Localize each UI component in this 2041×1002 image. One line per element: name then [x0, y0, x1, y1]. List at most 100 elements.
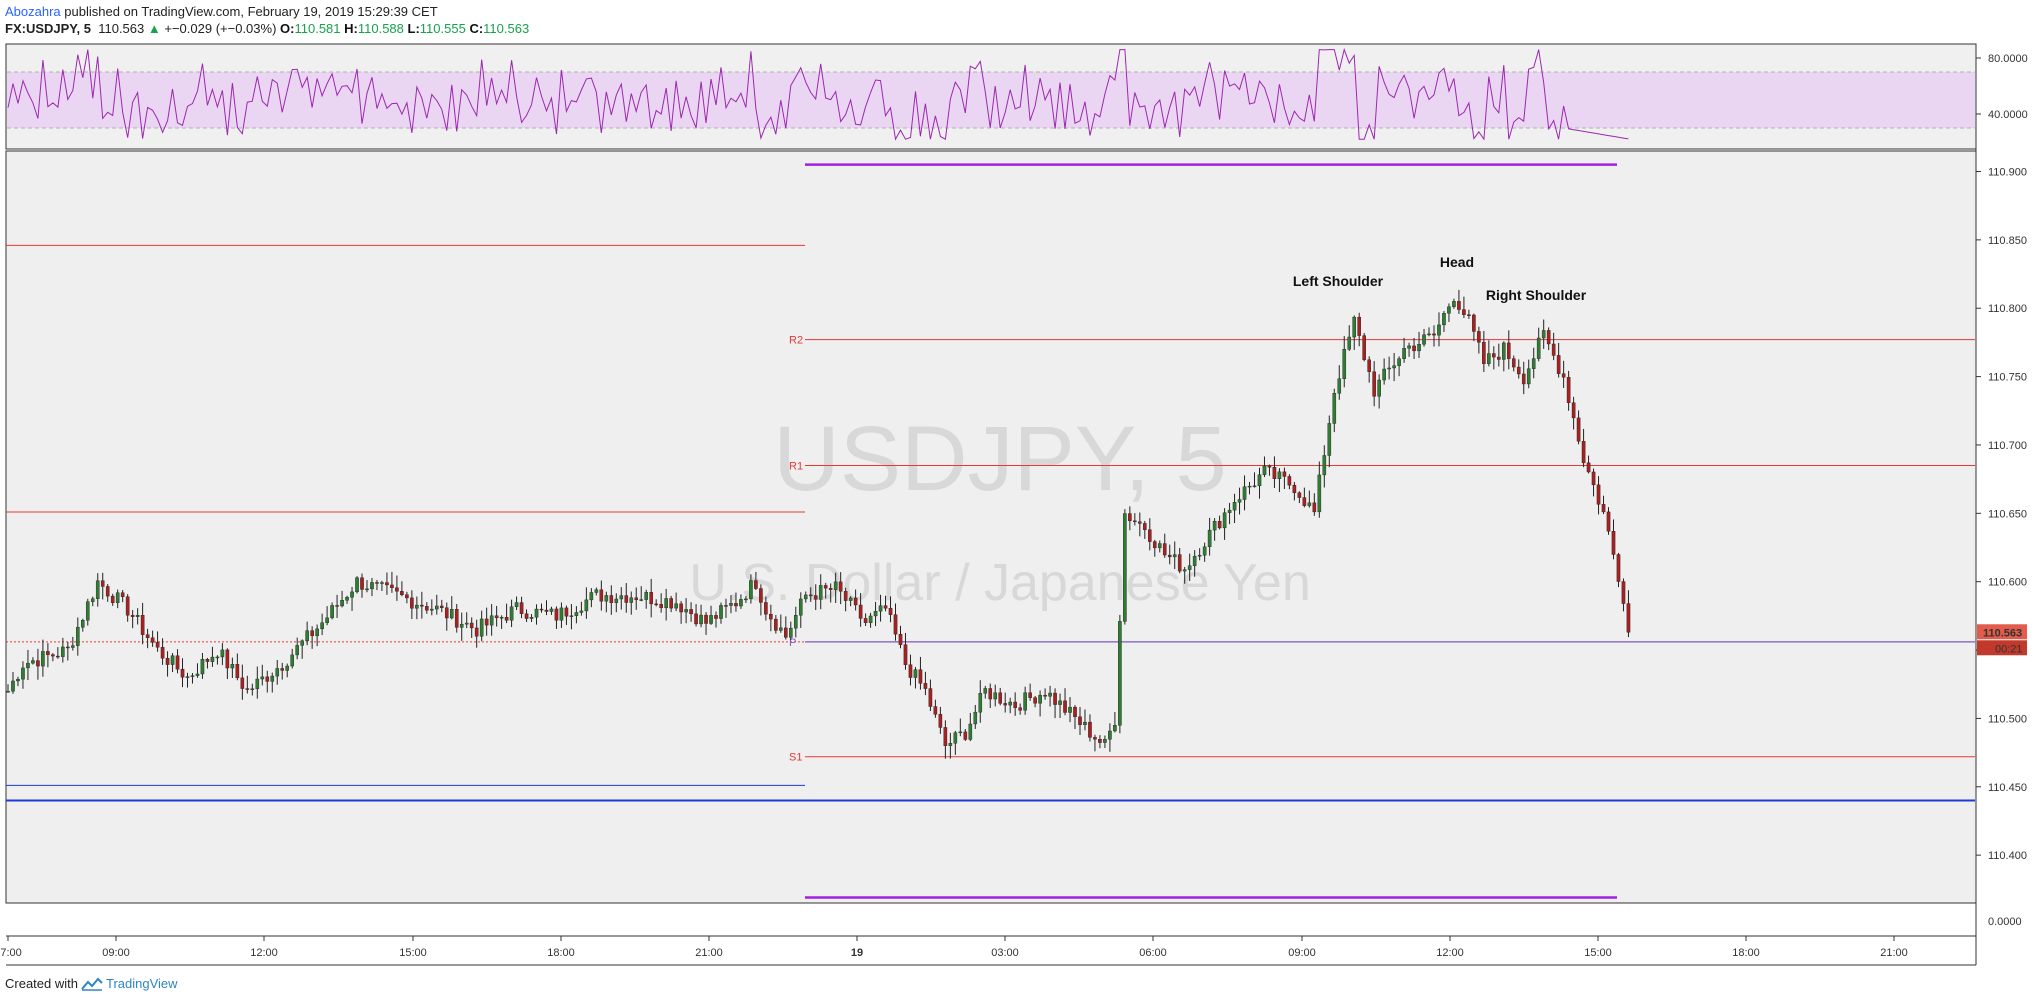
candle-body [230, 664, 235, 669]
candle-body [798, 598, 803, 616]
candle-body [943, 727, 948, 746]
candle-body [145, 634, 150, 638]
candle-body [76, 627, 80, 646]
candle-body [290, 654, 295, 667]
time-tick-label: 12:00 [250, 947, 278, 959]
candle-body [430, 608, 434, 611]
candle-body [66, 646, 70, 649]
last-price-tag [1977, 624, 2027, 640]
candle-body [644, 592, 649, 600]
price-tick-label: 110.400 [1988, 850, 2027, 862]
close-value: 110.563 [483, 21, 530, 36]
candle-body [1357, 316, 1362, 336]
candle-body [1197, 554, 1202, 557]
price-tick-label: 110.600 [1988, 577, 2027, 589]
candle-body [878, 605, 883, 612]
candle-body [1247, 485, 1252, 488]
candle-body [1053, 692, 1057, 705]
candle-body [61, 646, 65, 657]
candle-body [853, 597, 858, 606]
candle-body [1277, 471, 1282, 479]
time-tick-label: 06:00 [1139, 947, 1167, 959]
price-tick-label: 110.450 [1988, 782, 2027, 794]
candle-body [1212, 521, 1217, 531]
time-tick-label: 18:00 [1732, 947, 1760, 959]
candle-body [1123, 513, 1127, 622]
candle-body [1023, 692, 1027, 711]
candle-body [1407, 345, 1411, 349]
candle-body [1501, 342, 1506, 360]
price-axis[interactable]: 110.900 110.850 110.800 110.750 110.700 110.6… [1976, 53, 2028, 928]
candle-body [1088, 721, 1092, 738]
candle-body [1611, 530, 1616, 555]
candle-body [749, 580, 753, 600]
candle-body [420, 604, 424, 607]
candle-body [26, 662, 30, 669]
candle-body [1187, 565, 1192, 570]
candle-body [838, 581, 843, 592]
candle-body [888, 608, 893, 615]
price-tick-label: 110.500 [1988, 713, 2027, 725]
candle-body [56, 655, 60, 658]
candle-body [1561, 373, 1566, 378]
time-tick-label: 09:00 [102, 947, 130, 959]
candle-body [85, 601, 90, 621]
candle-body [350, 591, 354, 598]
time-axis[interactable]: 07:00 09:00 12:00 15:00 18:00 21:00 19 03:00 06:… [0, 936, 1908, 959]
candle-body [1003, 703, 1007, 706]
candle-body [559, 607, 564, 621]
candle-body [310, 630, 314, 637]
annotation-head: Head [1440, 254, 1474, 270]
candle-body [584, 599, 589, 612]
price-tick-label: 110.900 [1988, 167, 2027, 179]
candle-body [170, 655, 175, 665]
last-price-tag-label: 110.563 [1983, 627, 2022, 639]
candle-body [913, 669, 918, 678]
candle-body [474, 627, 479, 637]
candle-body [1227, 509, 1232, 513]
candle-body [1078, 716, 1082, 725]
candle-body [355, 577, 359, 593]
candle-body [968, 723, 973, 740]
candle-body [918, 669, 923, 684]
candle-body [1457, 301, 1461, 310]
candle-body [963, 731, 968, 740]
price-tick-label: 110.650 [1988, 508, 2027, 520]
candle-body [190, 675, 195, 677]
candle-body [1566, 377, 1571, 403]
candle-body [599, 589, 604, 602]
candle-body [808, 594, 813, 597]
candle-body [1506, 342, 1511, 359]
candle-body [704, 614, 708, 624]
open-label: O: [280, 21, 295, 36]
candle-body [659, 604, 663, 609]
candle-body [604, 595, 609, 602]
candle-body [664, 598, 668, 609]
candle-body [270, 675, 275, 682]
candle-body [1292, 484, 1297, 493]
candle-body [1113, 725, 1117, 732]
candle-body [1157, 543, 1162, 549]
candle-body [454, 609, 459, 628]
candle-body [80, 620, 85, 628]
tradingview-link[interactable]: TradingView [105, 976, 178, 991]
candle-body [395, 587, 399, 592]
candle-body [41, 651, 45, 667]
candle-body [16, 678, 20, 682]
price-pane[interactable] [5, 150, 1977, 904]
candle-body [1397, 358, 1401, 366]
candle-body [883, 605, 888, 609]
author-name[interactable]: Abozahra [5, 4, 61, 19]
candle-body [1511, 358, 1516, 368]
time-tick-label: 03:00 [991, 947, 1019, 959]
candle-body [185, 676, 190, 678]
countdown-tag [1977, 640, 2027, 656]
candle-body [1322, 455, 1327, 476]
candle-body [1177, 554, 1182, 572]
candle-body [1282, 471, 1287, 477]
time-tick-label: 09:00 [1288, 947, 1316, 959]
candle-body [734, 603, 738, 607]
candle-body [714, 615, 718, 619]
candle-body [1242, 486, 1247, 500]
